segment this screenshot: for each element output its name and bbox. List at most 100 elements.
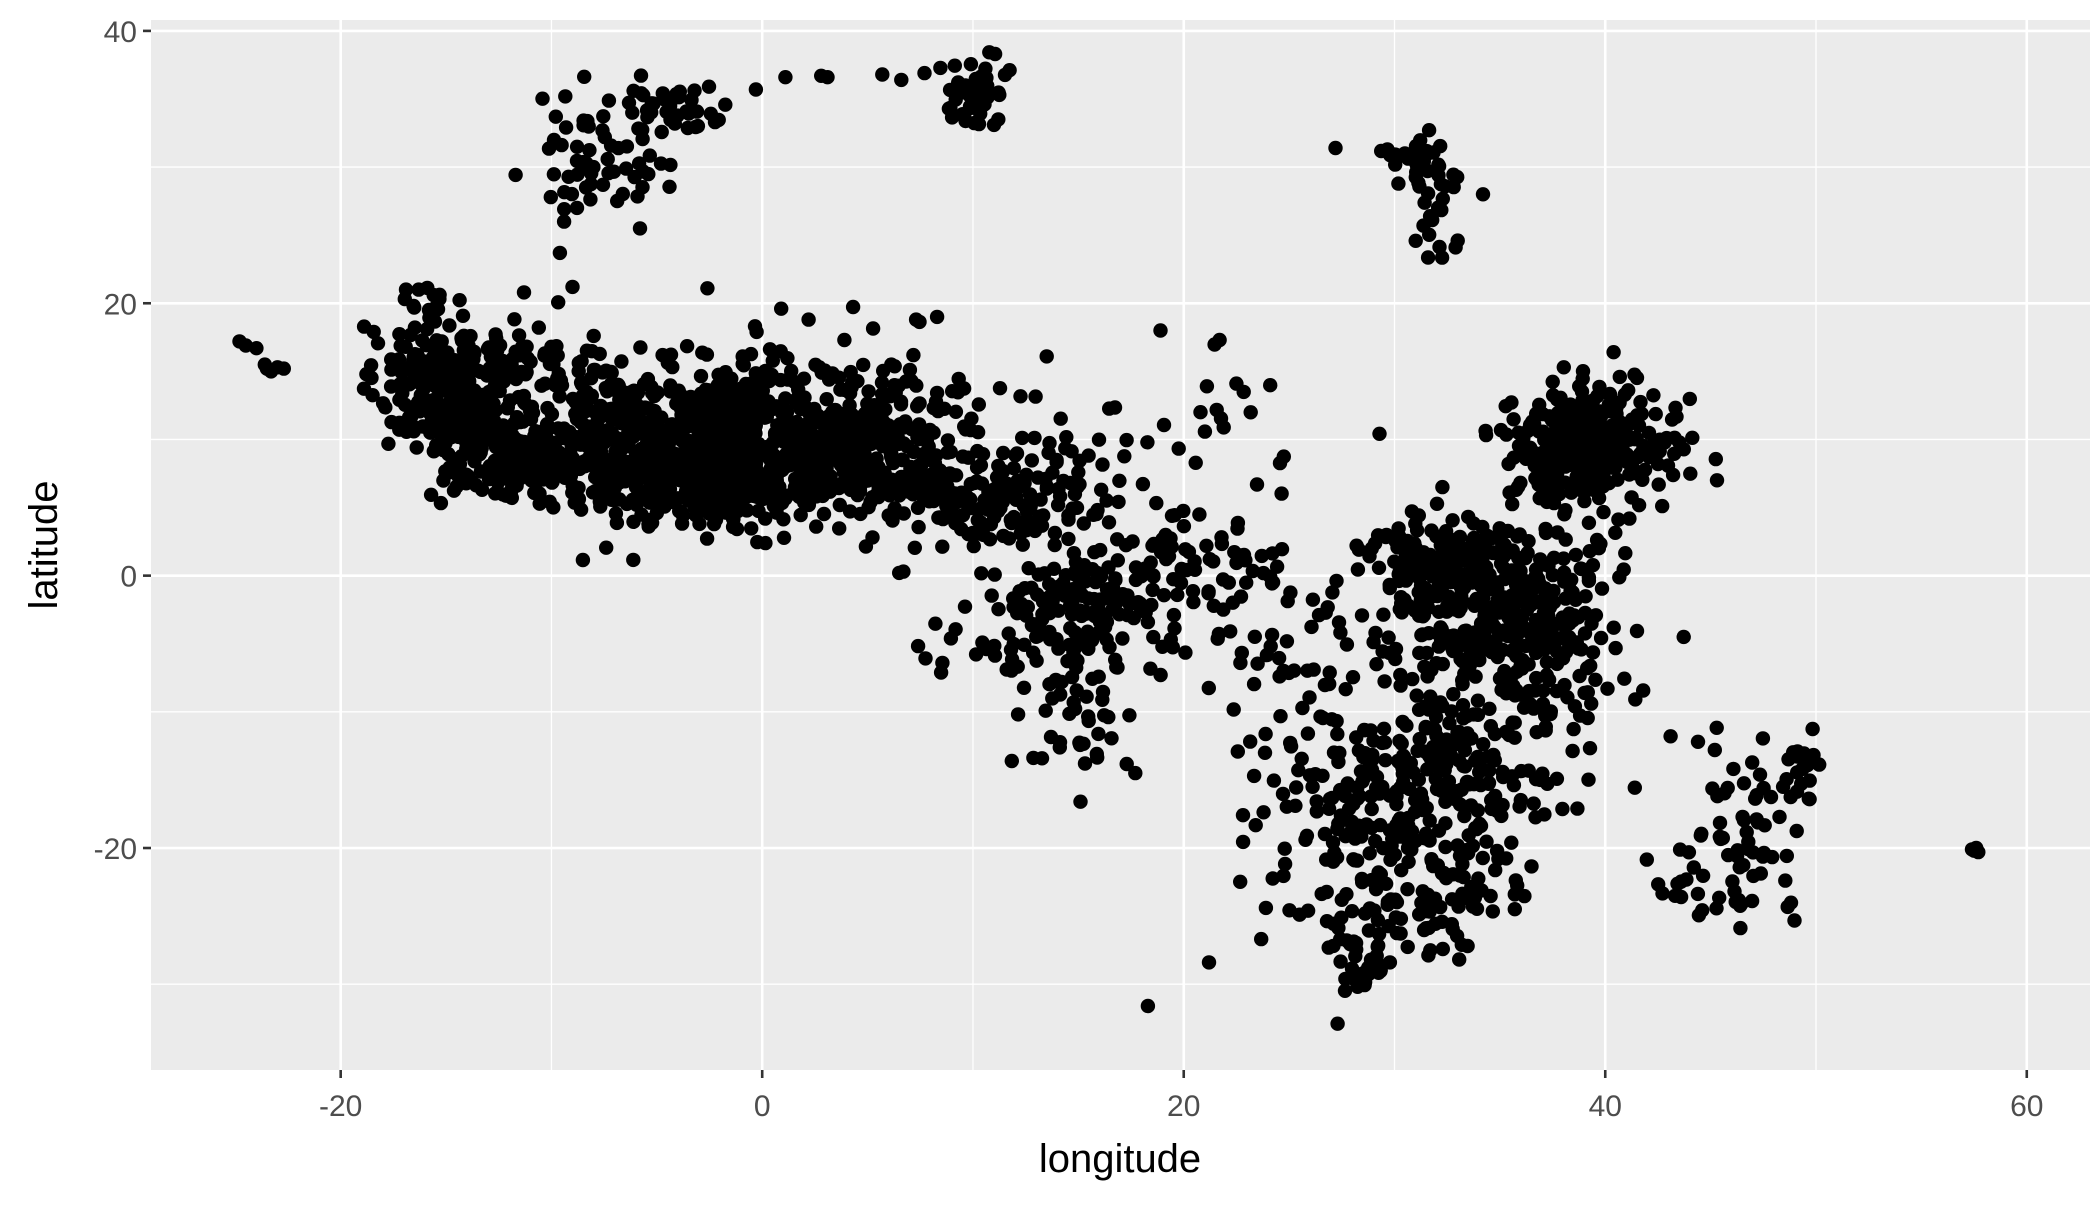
- data-point: [1682, 391, 1698, 407]
- data-point: [861, 500, 876, 515]
- data-point: [1318, 605, 1333, 620]
- data-point: [816, 506, 832, 522]
- data-point: [1145, 582, 1160, 598]
- data-point: [1549, 771, 1565, 786]
- data-point: [1348, 935, 1364, 951]
- data-point: [743, 346, 759, 362]
- data-point: [1463, 555, 1479, 570]
- data-point: [837, 332, 852, 348]
- data-point: [1214, 530, 1229, 545]
- data-point: [928, 616, 943, 631]
- data-point: [633, 68, 649, 83]
- data-point: [1537, 642, 1552, 657]
- data-point: [733, 441, 749, 457]
- data-point: [762, 342, 778, 357]
- data-point: [1334, 892, 1350, 907]
- data-point: [1581, 570, 1597, 585]
- data-point: [1081, 448, 1096, 463]
- data-point: [370, 336, 386, 351]
- data-point: [776, 530, 792, 545]
- data-point: [378, 400, 393, 415]
- data-point: [774, 301, 789, 316]
- data-point: [902, 362, 918, 378]
- data-point: [1411, 772, 1427, 787]
- data-point: [1074, 608, 1089, 624]
- data-point: [544, 407, 560, 422]
- data-point: [1166, 607, 1182, 623]
- data-point: [1333, 625, 1348, 640]
- data-point: [686, 411, 701, 426]
- data-point: [437, 376, 453, 392]
- data-point: [1427, 750, 1442, 765]
- data-point: [427, 351, 442, 366]
- data-point: [598, 363, 614, 378]
- data-point: [991, 602, 1006, 617]
- data-point: [1056, 473, 1071, 489]
- data-point: [1274, 486, 1289, 501]
- data-point: [1097, 708, 1112, 723]
- data-point: [1778, 873, 1793, 888]
- data-point: [1564, 572, 1579, 587]
- data-point: [1511, 550, 1526, 566]
- data-point: [908, 312, 924, 327]
- y-axis-title: latitude: [22, 481, 66, 610]
- data-point: [758, 511, 773, 526]
- data-point: [1633, 394, 1648, 410]
- data-point: [582, 143, 597, 158]
- data-point: [1354, 608, 1370, 623]
- data-point: [1090, 608, 1105, 624]
- data-point: [1383, 852, 1398, 867]
- data-point: [1457, 808, 1472, 824]
- data-point: [1211, 626, 1227, 642]
- data-point: [549, 339, 564, 354]
- data-point: [1736, 776, 1752, 791]
- data-point: [532, 496, 547, 511]
- data-point: [1508, 619, 1523, 634]
- x-axis: -20 0 20 40 60: [319, 1070, 2043, 1123]
- data-point: [969, 460, 985, 475]
- data-point: [1789, 784, 1805, 799]
- data-point: [1125, 534, 1140, 549]
- data-point: [1338, 971, 1353, 987]
- data-point: [383, 379, 399, 394]
- data-point: [1752, 767, 1768, 782]
- data-point: [1428, 916, 1443, 931]
- data-point: [1582, 741, 1598, 756]
- data-point: [1634, 406, 1649, 422]
- data-point: [1337, 983, 1353, 998]
- data-point: [968, 647, 984, 662]
- data-point: [1665, 467, 1681, 483]
- data-point: [1339, 637, 1355, 652]
- data-point: [583, 390, 598, 405]
- data-point: [571, 364, 586, 379]
- x-tick-label: -20: [319, 1090, 362, 1123]
- data-point: [1197, 424, 1213, 439]
- data-point: [1543, 704, 1559, 719]
- data-point: [1119, 432, 1134, 448]
- data-point: [780, 351, 795, 366]
- data-point: [1263, 378, 1278, 393]
- data-point: [801, 497, 817, 513]
- data-point: [1588, 608, 1604, 623]
- data-point: [992, 87, 1007, 103]
- data-point: [649, 484, 665, 499]
- data-point: [1206, 598, 1222, 613]
- data-point: [1315, 710, 1331, 726]
- data-point: [1735, 809, 1750, 825]
- data-point: [1566, 721, 1581, 737]
- x-tick-label: 20: [1167, 1090, 1200, 1123]
- data-point: [910, 500, 926, 515]
- data-point: [1061, 531, 1076, 547]
- data-point: [533, 434, 549, 449]
- data-point: [1577, 493, 1592, 509]
- data-point: [1562, 398, 1577, 413]
- data-point: [1362, 755, 1378, 770]
- data-point: [460, 436, 475, 451]
- data-point: [1279, 634, 1295, 649]
- data-point: [896, 506, 911, 521]
- data-point: [1344, 904, 1360, 919]
- data-point: [1456, 628, 1471, 643]
- data-point: [1451, 899, 1466, 914]
- data-point: [1558, 503, 1573, 518]
